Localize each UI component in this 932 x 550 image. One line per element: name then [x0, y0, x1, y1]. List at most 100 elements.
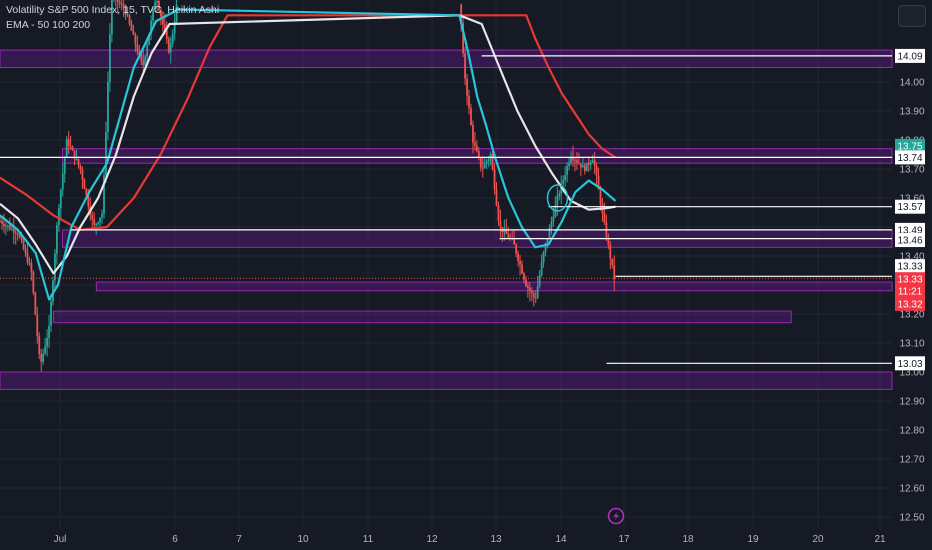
candle-body [83, 179, 86, 189]
indicator-label[interactable]: EMA - 50 100 200 [6, 19, 91, 31]
y-tick-label: 13.20 [899, 310, 924, 321]
price-tag [895, 150, 925, 165]
price-tag [895, 283, 925, 298]
candle-body [40, 353, 43, 362]
candle-body [79, 165, 82, 170]
candle-body [556, 195, 559, 206]
y-tick-label: 12.50 [899, 513, 924, 524]
price-tag-label: 13.46 [897, 236, 922, 247]
candle-body [491, 154, 494, 170]
candle-body [477, 151, 480, 158]
horizontal-levels [0, 55, 892, 364]
x-tick-label: Jul [54, 534, 67, 545]
candle-body [42, 353, 45, 362]
candle-body [46, 338, 48, 347]
candle-body [85, 188, 88, 195]
candle-body [599, 189, 602, 205]
candle-body [523, 273, 525, 280]
y-tick-label: 13.10 [899, 339, 924, 350]
candle-body [513, 238, 516, 245]
candle-body [171, 33, 174, 44]
candle-body [28, 262, 31, 264]
candle-body [0, 221, 1, 223]
candle-body [4, 225, 7, 227]
price-tag-label: 13.75 [897, 141, 922, 152]
candle-body [67, 139, 70, 146]
candle-body [519, 260, 521, 265]
price-tag-label: 13.33 [897, 262, 922, 273]
candle-body [32, 271, 35, 293]
candle-body [128, 15, 131, 24]
candle-body [587, 162, 590, 165]
candle-body [570, 157, 572, 163]
candle-body [134, 34, 137, 45]
candle-body [124, 8, 127, 15]
candle-body [474, 142, 476, 146]
candle-body [507, 233, 510, 238]
candle-body [71, 147, 74, 151]
y-tick-label: 12.90 [899, 397, 924, 408]
candle-body [609, 244, 612, 259]
candle-body [87, 194, 90, 207]
candle-body [175, 4, 178, 22]
candle-body [534, 297, 537, 299]
candle-body [595, 165, 598, 176]
drawn-annotations [546, 184, 569, 212]
x-tick-label: 17 [618, 534, 630, 545]
candle-body [583, 165, 586, 172]
candle-body [3, 223, 5, 227]
chart-menu-button[interactable] [898, 5, 926, 27]
candle-body [77, 158, 80, 166]
ema100-line [0, 14, 616, 275]
candle-body [499, 220, 502, 227]
candle-body [160, 10, 162, 17]
price-tag [895, 138, 925, 153]
price-tag-label: 13.33 [897, 275, 922, 286]
candle-body [130, 23, 133, 31]
y-tick-label: 13.70 [899, 165, 924, 176]
x-tick-label: 6 [172, 534, 178, 545]
chart-grid [0, 0, 892, 530]
candle-body [142, 60, 145, 66]
candle-body [538, 274, 541, 286]
candle-body [54, 253, 56, 281]
price-tag-label: 13.74 [897, 153, 922, 164]
candle-body [138, 51, 141, 55]
candle-body [52, 280, 54, 302]
candle-body [505, 229, 508, 234]
candle-body [57, 208, 60, 226]
candle-body [154, 2, 156, 10]
candle-body [152, 9, 154, 21]
x-tick-label: 10 [297, 534, 309, 545]
supply-demand-zones [0, 49, 893, 390]
candle-body [472, 124, 474, 143]
candle-body [530, 291, 533, 293]
candle-body [38, 336, 41, 354]
candle-body [156, 1, 158, 3]
flash-icon[interactable] [607, 507, 625, 525]
time-axis[interactable]: Jul 6 7 10 11 12 13 14 17 18 19 20 21 [54, 534, 886, 545]
candle-body [568, 162, 570, 167]
candle-body [572, 157, 574, 160]
candle-body [97, 222, 100, 224]
candle-body [44, 346, 47, 354]
candle-body [140, 54, 143, 61]
y-tick-label: 12.60 [899, 484, 924, 495]
candle-body [528, 288, 531, 292]
y-tick-label: 12.80 [899, 426, 924, 437]
candle-body [99, 217, 101, 223]
candle-body [59, 189, 62, 209]
y-tick-label: 13.00 [899, 368, 924, 379]
y-tick-label: 13.40 [899, 252, 924, 263]
candle-body [475, 145, 478, 152]
candle-body [93, 219, 96, 225]
x-tick-label: 11 [363, 534, 374, 545]
candle-body [6, 225, 9, 227]
candle-body [73, 150, 76, 160]
candle-body [56, 225, 58, 254]
drawn-circle [546, 184, 569, 212]
candle-body [132, 30, 135, 35]
candle-body [546, 238, 549, 244]
